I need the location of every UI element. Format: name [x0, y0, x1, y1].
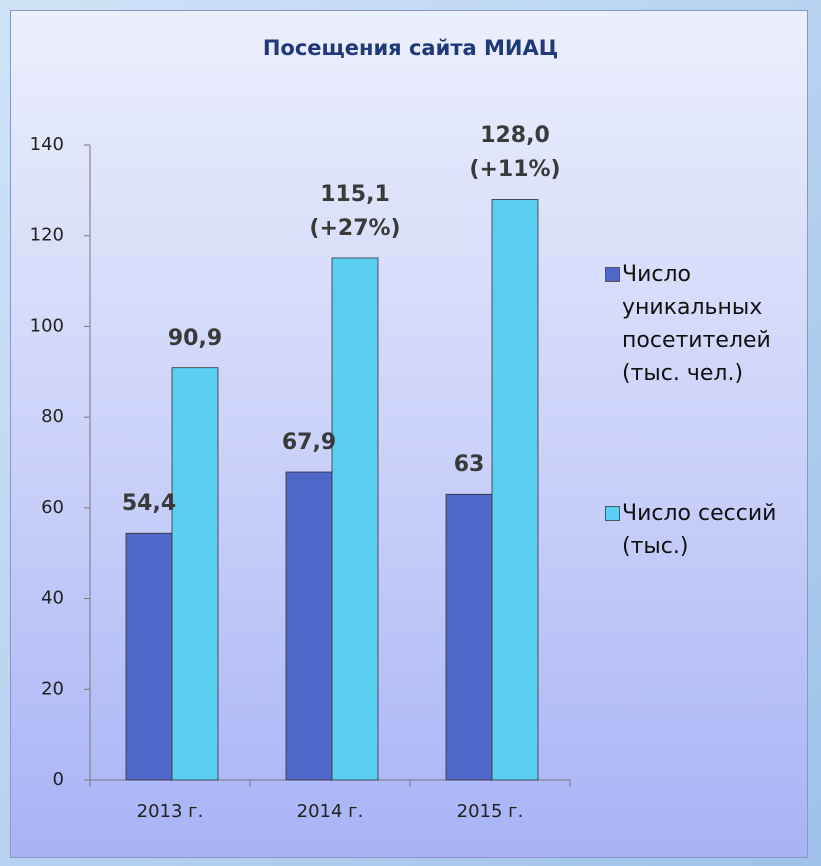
y-tick-label: 140 [30, 134, 64, 155]
bar [445, 493, 493, 781]
y-tick-label: 100 [30, 315, 64, 336]
data-label: 128,0 (+11%) [469, 123, 561, 183]
data-label: 115,1 (+27%) [309, 181, 401, 241]
y-tick-label: 120 [30, 225, 64, 246]
bar [285, 471, 333, 781]
legend-label: Число уникальных посетителей (тыс. чел.) [622, 262, 771, 386]
bar [331, 257, 379, 781]
chart-title: Посещения сайта МИАЦ [262, 36, 559, 60]
bar [491, 199, 539, 781]
data-label: 54,4 [121, 491, 177, 517]
bar [171, 367, 219, 781]
data-label: 90,9 [167, 325, 223, 351]
x-tick-label: 2013 г. [137, 801, 204, 822]
y-tick-label: 60 [41, 497, 64, 518]
legend-label: Число сессий (тыс.) [622, 501, 777, 559]
x-tick-label: 2014 г. [297, 801, 364, 822]
data-label: 63 [453, 452, 485, 478]
bar [125, 532, 173, 781]
legend-swatch [605, 267, 620, 282]
y-tick-label: 0 [53, 769, 64, 790]
legend-swatch [605, 506, 620, 521]
y-tick-label: 80 [41, 406, 64, 427]
y-tick-label: 40 [41, 588, 64, 609]
y-tick-label: 20 [41, 678, 64, 699]
data-label: 67,9 [281, 430, 337, 456]
x-tick-label: 2015 г. [457, 801, 524, 822]
